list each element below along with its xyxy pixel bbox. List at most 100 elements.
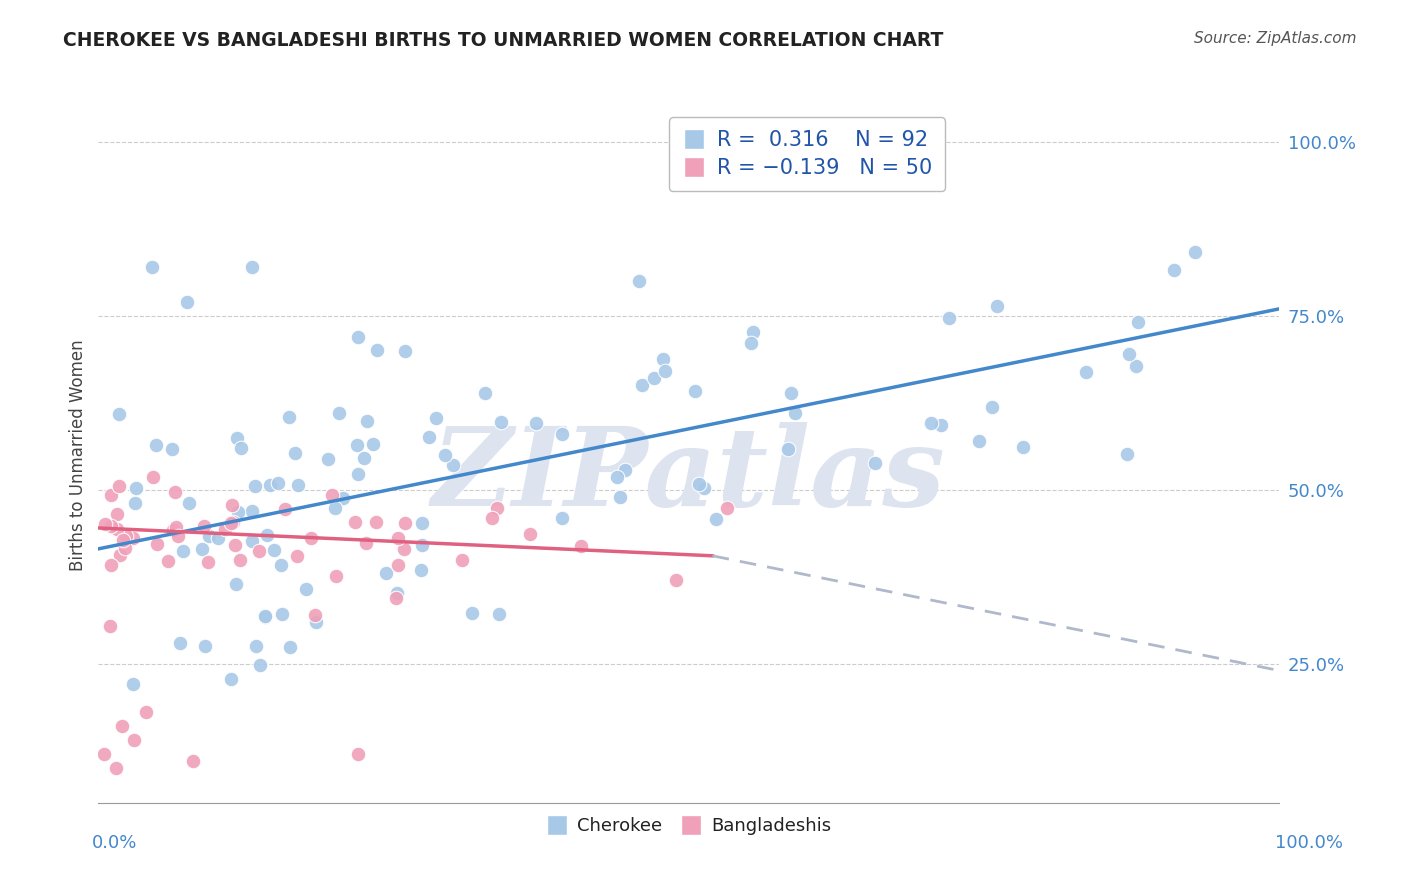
Point xyxy=(122,733,145,747)
Point xyxy=(929,417,952,432)
Point xyxy=(519,527,541,541)
Point xyxy=(1116,447,1139,461)
Point xyxy=(267,475,290,490)
Point xyxy=(346,438,368,452)
Point xyxy=(105,522,128,536)
Point xyxy=(166,528,188,542)
Point xyxy=(214,522,236,536)
Point xyxy=(226,431,249,445)
Point xyxy=(111,719,134,733)
Point xyxy=(107,479,129,493)
Point xyxy=(981,400,1004,414)
Point xyxy=(569,540,592,554)
Point xyxy=(356,414,378,428)
Point xyxy=(100,558,122,572)
Legend: Cherokee, Bangladeshis: Cherokee, Bangladeshis xyxy=(540,810,838,842)
Point xyxy=(172,544,194,558)
Point xyxy=(704,511,727,525)
Point xyxy=(145,438,167,452)
Text: 0.0%: 0.0% xyxy=(91,834,136,852)
Point xyxy=(93,747,115,761)
Point xyxy=(354,536,377,550)
Point xyxy=(225,576,247,591)
Text: Source: ZipAtlas.com: Source: ZipAtlas.com xyxy=(1194,31,1357,46)
Point xyxy=(409,563,432,577)
Point xyxy=(1126,314,1149,328)
Point xyxy=(157,554,180,568)
Point xyxy=(115,529,138,543)
Point xyxy=(654,364,676,378)
Point xyxy=(226,505,249,519)
Point xyxy=(366,343,388,357)
Point xyxy=(162,524,184,538)
Text: ZIPatlas: ZIPatlas xyxy=(432,422,946,530)
Point xyxy=(278,640,301,655)
Point xyxy=(295,582,318,596)
Point xyxy=(256,528,278,542)
Point xyxy=(125,481,148,495)
Point xyxy=(111,533,134,547)
Point xyxy=(305,615,328,630)
Point xyxy=(146,537,169,551)
Point xyxy=(451,552,474,566)
Point xyxy=(107,407,129,421)
Point xyxy=(606,470,628,484)
Point xyxy=(165,520,187,534)
Point xyxy=(249,658,271,673)
Point xyxy=(609,490,631,504)
Point xyxy=(141,260,163,274)
Point xyxy=(254,610,277,624)
Point xyxy=(193,518,215,533)
Point xyxy=(122,531,145,545)
Point xyxy=(986,299,1008,313)
Point xyxy=(321,488,343,502)
Point xyxy=(344,515,367,529)
Point xyxy=(219,672,242,686)
Point xyxy=(716,500,738,515)
Point xyxy=(693,481,716,495)
Point xyxy=(124,496,146,510)
Point xyxy=(254,609,277,624)
Point xyxy=(384,591,406,605)
Point xyxy=(481,511,503,525)
Point xyxy=(783,406,806,420)
Point xyxy=(176,294,198,309)
Point xyxy=(485,501,508,516)
Point xyxy=(328,406,350,420)
Point xyxy=(222,515,245,529)
Point xyxy=(285,549,308,563)
Point xyxy=(643,371,665,385)
Point xyxy=(135,706,157,720)
Y-axis label: Births to Unmarried Women: Births to Unmarried Women xyxy=(69,339,87,571)
Point xyxy=(243,478,266,492)
Point xyxy=(780,386,803,401)
Point xyxy=(259,478,281,492)
Point xyxy=(198,529,221,543)
Text: 100.0%: 100.0% xyxy=(1275,834,1343,852)
Point xyxy=(387,531,409,545)
Point xyxy=(394,516,416,531)
Point xyxy=(920,417,942,431)
Point xyxy=(245,639,267,653)
Point xyxy=(100,519,122,533)
Point xyxy=(247,544,270,558)
Point xyxy=(197,555,219,569)
Text: CHEROKEE VS BANGLADESHI BIRTHS TO UNMARRIED WOMEN CORRELATION CHART: CHEROKEE VS BANGLADESHI BIRTHS TO UNMARR… xyxy=(63,31,943,50)
Point xyxy=(488,607,510,621)
Point xyxy=(165,484,187,499)
Point xyxy=(142,470,165,484)
Point xyxy=(425,411,447,425)
Point xyxy=(105,507,128,521)
Point xyxy=(441,458,464,473)
Point xyxy=(551,510,574,524)
Point xyxy=(347,747,370,761)
Point xyxy=(278,409,301,424)
Point xyxy=(263,542,285,557)
Point xyxy=(316,452,339,467)
Point xyxy=(418,430,440,444)
Point xyxy=(394,542,416,557)
Point xyxy=(938,310,960,325)
Point xyxy=(110,548,132,562)
Point xyxy=(364,515,387,529)
Point xyxy=(630,378,652,392)
